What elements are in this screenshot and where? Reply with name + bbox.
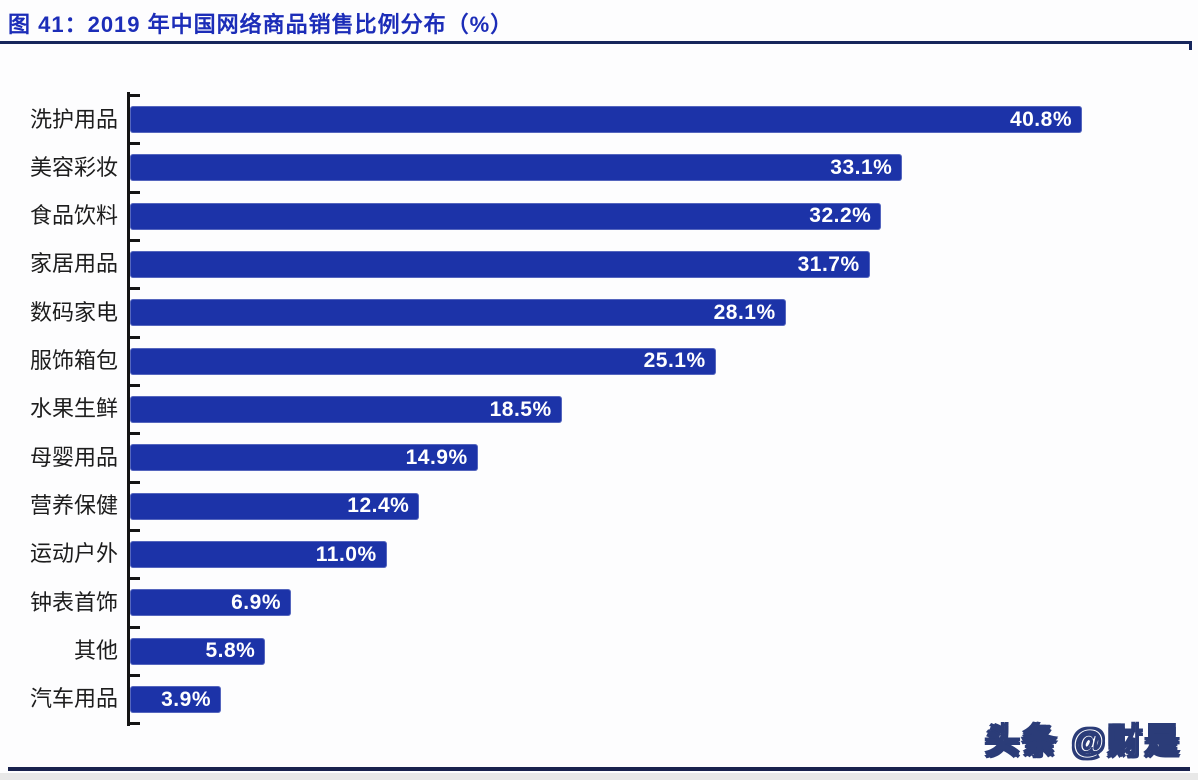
bar: 18.5% (130, 396, 562, 424)
bar-value-label: 32.2% (809, 204, 872, 228)
axis-tick (127, 722, 140, 726)
bar: 5.8% (130, 637, 266, 665)
bottom-divider-line (8, 767, 1190, 771)
axis-tick (127, 335, 140, 339)
bar-value-label: 18.5% (489, 397, 552, 421)
axis-tick (127, 673, 140, 677)
y-axis-line (127, 91, 130, 726)
category-label: 食品饮料 (29, 203, 118, 229)
axis-tick (127, 432, 140, 436)
bar: 28.1% (130, 299, 786, 327)
category-label: 运动户外 (29, 541, 118, 567)
bar-value-label: 25.1% (643, 349, 706, 373)
category-label: 营养保健 (29, 493, 118, 519)
bar: 14.9% (130, 444, 478, 472)
watermark-text: 头条 @财是 (985, 722, 1182, 762)
axis-tick (127, 383, 140, 387)
axis-tick (127, 190, 140, 194)
bar: 25.1% (130, 347, 716, 375)
bar-value-label: 6.9% (231, 590, 281, 614)
axis-tick (127, 287, 140, 291)
bar: 32.2% (130, 202, 882, 230)
category-label: 服饰箱包 (29, 348, 118, 374)
bar-chart: 洗护用品 40.8% 美容彩妆 33.1% 食品饮料 32.2% 家居用品 31.7% 数码家电… (29, 91, 1082, 726)
bottom-edge-strip (0, 773, 1198, 780)
axis-tick (127, 528, 140, 532)
bar: 6.9% (130, 589, 291, 617)
category-label: 洗护用品 (29, 106, 118, 132)
category-label: 数码家电 (29, 299, 118, 325)
bar-value-label: 31.7% (797, 252, 860, 276)
axis-tick (127, 142, 140, 146)
bar: 3.9% (130, 686, 221, 714)
bar-value-label: 11.0% (315, 542, 377, 566)
bar: 40.8% (130, 106, 1082, 134)
axis-tick (127, 577, 140, 581)
bar-value-label: 3.9% (161, 687, 211, 711)
axis-tick (127, 238, 140, 242)
category-label: 钟表首饰 (29, 589, 118, 615)
axis-tick (127, 625, 140, 629)
category-label: 家居用品 (29, 251, 118, 277)
title-divider-end-serif (1189, 41, 1192, 50)
bar-value-label: 12.4% (347, 494, 410, 518)
bar: 31.7% (130, 251, 870, 279)
bar-value-label: 40.8% (1009, 107, 1072, 131)
category-label: 水果生鲜 (29, 396, 118, 422)
bar-value-label: 14.9% (405, 445, 468, 469)
bar-value-label: 28.1% (713, 300, 776, 324)
bar: 12.4% (130, 492, 420, 520)
bar: 33.1% (130, 154, 903, 182)
chart-title: 图 41：2019 年中国网络商品销售比例分布（%） (8, 12, 514, 37)
bar-value-label: 5.8% (205, 639, 256, 663)
category-label: 美容彩妆 (29, 154, 118, 180)
bar-value-label: 33.1% (830, 155, 893, 179)
axis-tick (127, 480, 140, 484)
category-label: 汽车用品 (29, 686, 118, 712)
category-label: 母婴用品 (29, 444, 118, 470)
axis-tick (127, 94, 140, 97)
category-label: 其他 (73, 638, 118, 664)
title-divider-line (0, 41, 1192, 44)
bar: 11.0% (130, 541, 387, 569)
